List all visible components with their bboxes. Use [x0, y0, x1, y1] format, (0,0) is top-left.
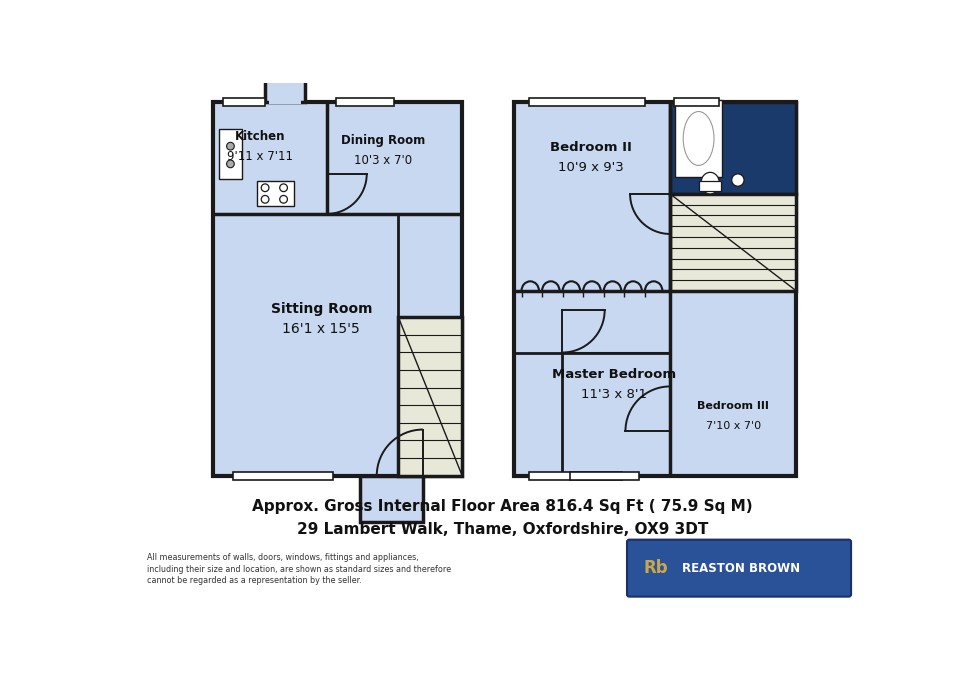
- Bar: [529, 472, 621, 480]
- Bar: [514, 102, 797, 475]
- Text: 9'11 x 7'11: 9'11 x 7'11: [226, 149, 293, 163]
- Bar: [269, 69, 302, 77]
- Ellipse shape: [732, 174, 744, 186]
- Bar: [700, 181, 721, 191]
- Text: 10'3 x 7'0: 10'3 x 7'0: [354, 154, 412, 167]
- Text: Bedroom II: Bedroom II: [550, 141, 632, 154]
- Bar: [529, 98, 645, 106]
- Text: Rb: Rb: [644, 559, 668, 577]
- Text: 29 Lambert Walk, Thame, Oxfordshire, OX9 3DT: 29 Lambert Walk, Thame, Oxfordshire, OX9…: [297, 522, 708, 537]
- Bar: [214, 102, 463, 475]
- Bar: [360, 475, 423, 522]
- Text: 16'1 x 15'5: 16'1 x 15'5: [282, 322, 361, 336]
- Ellipse shape: [701, 172, 719, 194]
- Text: 11'3 x 8'1: 11'3 x 8'1: [581, 388, 647, 401]
- Text: Master Bedroom: Master Bedroom: [552, 368, 676, 381]
- Text: Kitchen: Kitchen: [234, 129, 285, 143]
- Bar: [674, 98, 718, 106]
- Bar: [232, 472, 333, 480]
- Bar: [570, 472, 639, 480]
- Bar: [670, 194, 797, 291]
- Text: Sitting Room: Sitting Room: [270, 302, 372, 316]
- Bar: [269, 99, 301, 104]
- Text: All measurements of walls, doors, windows, fittings and appliances,
including th: All measurements of walls, doors, window…: [146, 553, 451, 585]
- Bar: [398, 317, 463, 475]
- Circle shape: [226, 143, 234, 150]
- Bar: [674, 100, 722, 177]
- Text: Dining Room: Dining Room: [341, 134, 425, 147]
- Bar: [265, 73, 305, 102]
- FancyBboxPatch shape: [627, 540, 851, 597]
- Circle shape: [226, 160, 234, 167]
- Bar: [222, 98, 265, 106]
- Bar: [258, 181, 294, 206]
- Ellipse shape: [683, 111, 714, 165]
- Text: Approx. Gross Internal Floor Area 816.4 Sq Ft ( 75.9 Sq M): Approx. Gross Internal Floor Area 816.4 …: [252, 499, 753, 514]
- Text: 10'9 x 9'3: 10'9 x 9'3: [558, 161, 623, 174]
- Bar: [336, 98, 394, 106]
- Text: REASTON BROWN: REASTON BROWN: [682, 562, 800, 574]
- Bar: [670, 102, 797, 194]
- Text: 7'10 x 7'0: 7'10 x 7'0: [706, 421, 760, 430]
- Bar: [219, 129, 242, 179]
- Text: Bedroom III: Bedroom III: [698, 401, 769, 410]
